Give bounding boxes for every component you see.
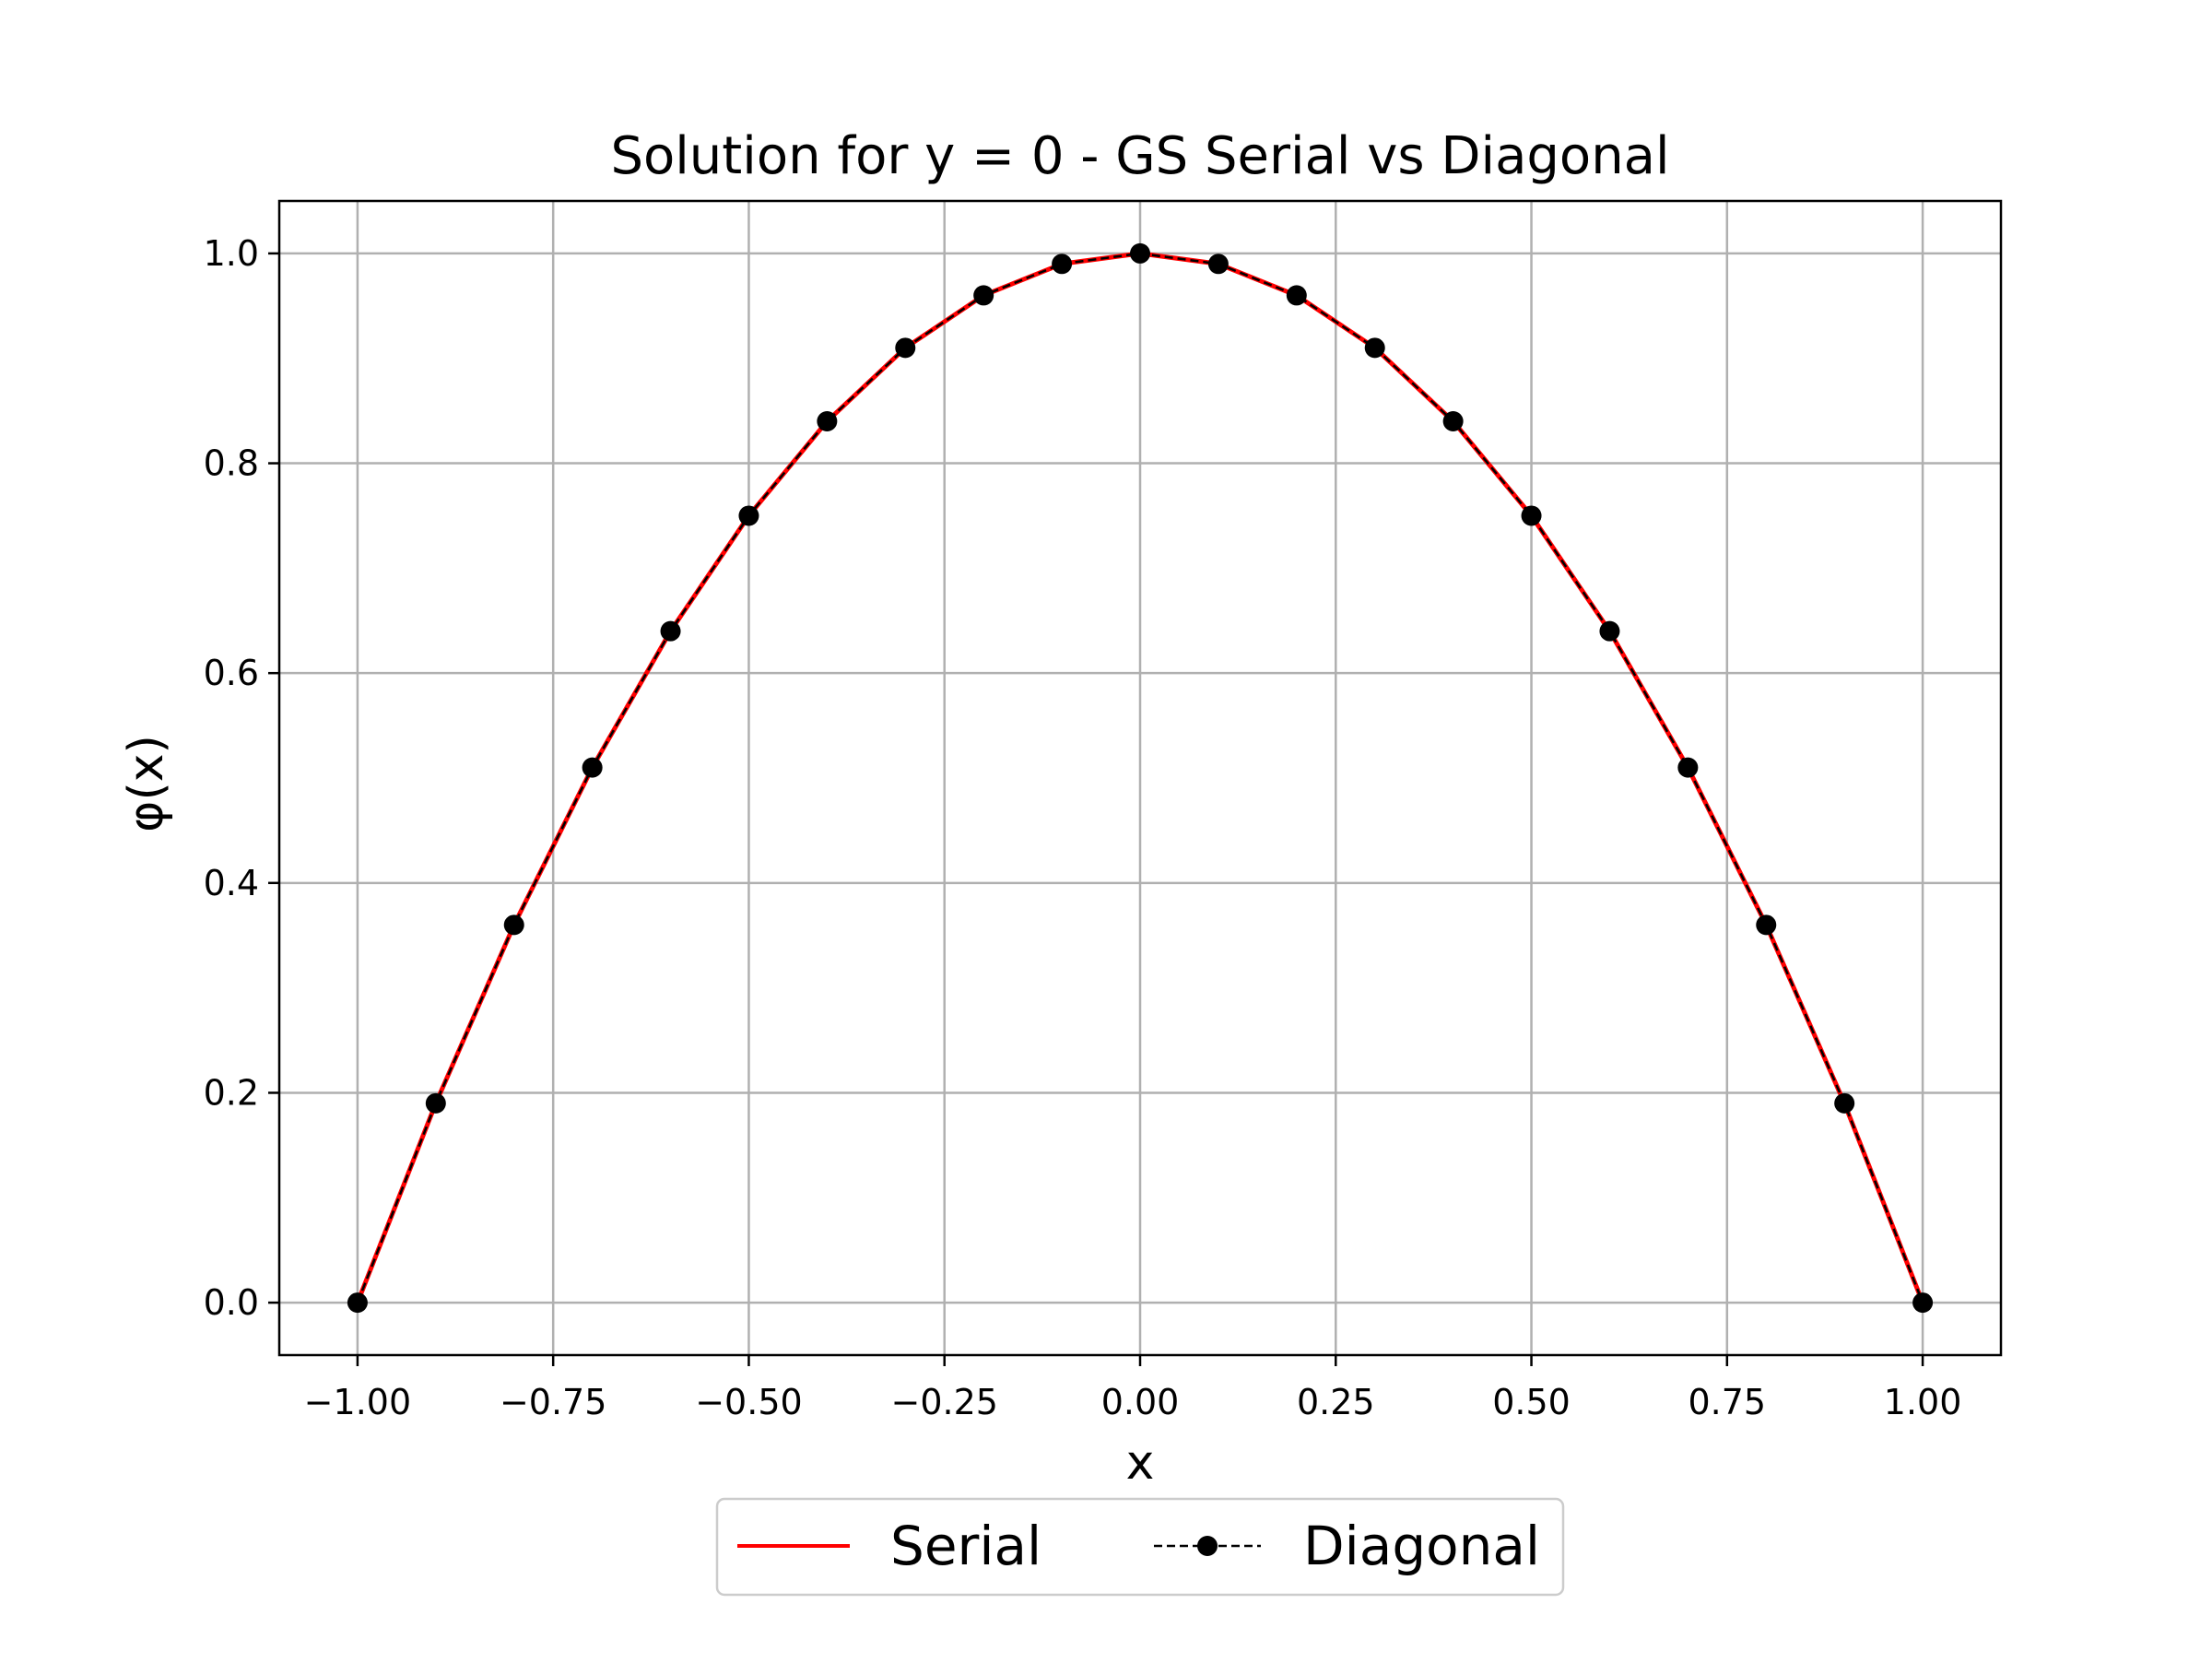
legend-diagonal-label: Diagonal [1303,1515,1540,1577]
data-point-diagonal [738,505,759,526]
data-point-diagonal [1130,242,1150,264]
data-point-diagonal [347,1292,368,1314]
y-tick-label: 0.0 [204,1282,259,1323]
y-tick-label: 1.0 [204,233,259,274]
x-tick-label: 0.50 [1492,1382,1571,1422]
x-tick-label: −0.50 [695,1382,802,1422]
chart-title: Solution for y = 0 - GS Serial vs Diagon… [610,126,1669,186]
x-axis-label: x [1126,1435,1155,1491]
series-layer [347,242,1934,1314]
data-point-diagonal [1286,285,1307,306]
data-point-diagonal [660,620,681,642]
data-point-diagonal [1599,620,1620,642]
data-point-diagonal [582,757,603,778]
y-tick-label: 0.2 [204,1072,259,1113]
data-point-diagonal [1052,254,1073,275]
data-point-diagonal [425,1092,446,1114]
x-tick-label: −0.75 [500,1382,606,1422]
data-point-diagonal [1364,337,1385,359]
data-point-diagonal [1912,1292,1934,1314]
y-tick-label: 0.6 [204,653,259,693]
x-tick-label: −1.00 [304,1382,411,1422]
legend: Serial Diagonal [715,1497,1565,1597]
y-axis-ticks: 0.0 0.2 0.4 0.6 0.8 1.0 [204,233,279,1323]
x-tick-label: 1.00 [1884,1382,1962,1422]
x-tick-label: −0.25 [891,1382,998,1422]
data-point-diagonal [1756,914,1777,936]
y-tick-label: 0.4 [204,863,259,903]
legend-serial-label: Serial [890,1515,1041,1577]
y-tick-label: 0.8 [204,443,259,484]
y-axis-label: φ(x) [119,735,174,832]
legend-diagonal-marker [1197,1536,1218,1556]
x-axis-ticks: −1.00 −0.75 −0.50 −0.25 0.00 0.25 0.50 0.75 1.00 [304,1355,1962,1422]
data-point-diagonal [1442,411,1464,432]
data-point-diagonal [1677,757,1699,778]
data-point-diagonal [895,337,916,359]
data-point-diagonal [1834,1092,1855,1114]
legend-box [715,1497,1565,1597]
x-tick-label: 0.75 [1688,1382,1767,1422]
data-point-diagonal [503,914,524,936]
data-point-diagonal [1207,254,1229,275]
data-point-diagonal [1521,505,1542,526]
data-point-diagonal [817,411,838,432]
x-tick-label: 0.25 [1297,1382,1375,1422]
data-point-diagonal [973,285,994,306]
x-tick-label: 0.00 [1101,1382,1180,1422]
